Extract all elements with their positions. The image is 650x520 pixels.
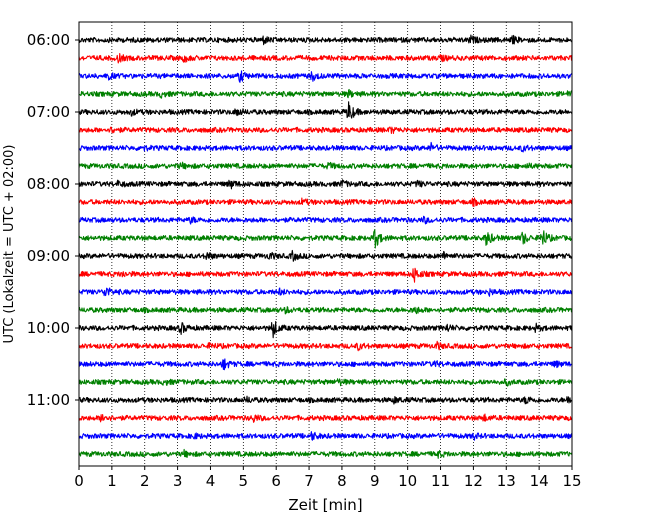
y-tick-label: 09:00 bbox=[27, 247, 70, 265]
x-tick-label: 7 bbox=[304, 472, 314, 490]
x-axis-label: Zeit [min] bbox=[288, 496, 362, 514]
y-axis-label: UTC (Lokalzeit = UTC + 02:00) bbox=[2, 145, 17, 344]
x-tick-label: 8 bbox=[337, 472, 347, 490]
trace-line bbox=[78, 161, 573, 170]
x-tick-label: 11 bbox=[431, 472, 450, 490]
seismic-traces bbox=[78, 34, 573, 459]
y-tick-label: 06:00 bbox=[27, 31, 70, 49]
trace-line bbox=[78, 88, 573, 99]
trace-line bbox=[78, 448, 573, 459]
trace-line bbox=[78, 34, 573, 46]
x-tick-label: 12 bbox=[464, 472, 483, 490]
trace-line bbox=[78, 340, 573, 352]
trace-line bbox=[78, 431, 573, 441]
trace-line bbox=[78, 179, 573, 190]
x-tick-label: 0 bbox=[74, 472, 84, 490]
trace-line bbox=[78, 306, 573, 315]
trace-line bbox=[78, 378, 573, 387]
trace-line bbox=[78, 321, 573, 339]
x-tick-label: 6 bbox=[271, 472, 281, 490]
plot-frame bbox=[78, 21, 573, 467]
x-tick-label: 15 bbox=[562, 472, 581, 490]
trace-line bbox=[78, 52, 573, 64]
x-tick-label: 9 bbox=[370, 472, 380, 490]
trace-line bbox=[78, 126, 573, 135]
x-tick-label: 13 bbox=[497, 472, 516, 490]
trace-line bbox=[78, 70, 573, 83]
x-tick-label: 14 bbox=[530, 472, 549, 490]
trace-line bbox=[78, 215, 573, 225]
x-tick-label: 1 bbox=[107, 472, 117, 490]
trace-line bbox=[78, 413, 573, 423]
trace-line bbox=[78, 101, 573, 119]
trace-line bbox=[78, 395, 573, 405]
x-tick-label: 2 bbox=[140, 472, 150, 490]
y-axis: 06:00 07:00 08:00 09:00 10:00 11:00 bbox=[27, 31, 79, 409]
trace-line bbox=[78, 197, 573, 208]
x-tick-label: 10 bbox=[398, 472, 417, 490]
trace-line bbox=[78, 249, 573, 262]
y-tick-label: 11:00 bbox=[27, 391, 70, 409]
trace-line bbox=[78, 141, 573, 153]
trace-line bbox=[78, 287, 573, 297]
y-tick-label: 08:00 bbox=[27, 175, 70, 193]
trace-line bbox=[78, 229, 573, 249]
x-tick-label: 4 bbox=[206, 472, 216, 490]
x-tick-label: 3 bbox=[173, 472, 183, 490]
trace-line bbox=[78, 358, 573, 371]
x-axis: 0 1 2 3 4 5 6 7 8 9 10 11 12 13 14 15 bbox=[74, 466, 582, 490]
y-tick-label: 10:00 bbox=[27, 319, 70, 337]
x-tick-label: 5 bbox=[239, 472, 249, 490]
trace-line bbox=[78, 267, 573, 283]
y-tick-label: 07:00 bbox=[27, 103, 70, 121]
